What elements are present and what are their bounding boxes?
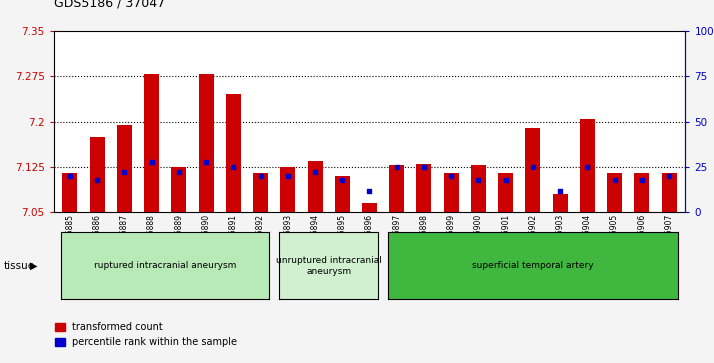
Point [173,170,184,175]
Point [473,177,484,183]
Point [609,177,620,183]
Point [663,173,675,179]
Point [91,177,103,183]
Text: ruptured intracranial aneurysm: ruptured intracranial aneurysm [94,261,236,270]
Bar [62,173,77,212]
Bar [117,125,132,212]
Point [418,164,430,170]
Point [255,173,266,179]
Text: unruptured intracranial
aneurysm: unruptured intracranial aneurysm [276,256,381,276]
Point [146,159,157,164]
Point [391,164,403,170]
Bar [335,176,350,212]
Bar [144,74,159,212]
Bar [607,173,622,212]
Point [363,188,376,193]
Point [282,173,293,179]
Bar [580,119,595,212]
Text: tissue: tissue [4,261,35,271]
Bar [662,173,677,212]
Point [201,159,212,164]
Point [527,164,538,170]
Bar [362,203,377,212]
Bar [416,164,431,212]
Bar [90,137,105,212]
Bar [389,165,404,212]
Point [336,177,348,183]
Legend: transformed count, percentile rank within the sample: transformed count, percentile rank withi… [55,322,237,347]
Bar [553,194,568,212]
Point [555,188,566,193]
Point [64,173,76,179]
Bar [471,165,486,212]
Bar [526,128,540,212]
Point [500,177,511,183]
Text: superficial temporal artery: superficial temporal artery [472,261,594,270]
Bar [498,173,513,212]
Bar [308,161,323,212]
Point [636,177,648,183]
Bar [443,173,458,212]
Point [228,164,239,170]
Point [446,173,457,179]
Bar [198,74,213,212]
Text: GDS5186 / 37047: GDS5186 / 37047 [54,0,165,9]
Bar [171,167,186,212]
Bar [253,173,268,212]
Bar [281,167,296,212]
Point [309,170,321,175]
Point [582,164,593,170]
Point [119,170,130,175]
Bar [226,94,241,212]
Bar [634,173,649,212]
Text: ▶: ▶ [30,261,38,271]
